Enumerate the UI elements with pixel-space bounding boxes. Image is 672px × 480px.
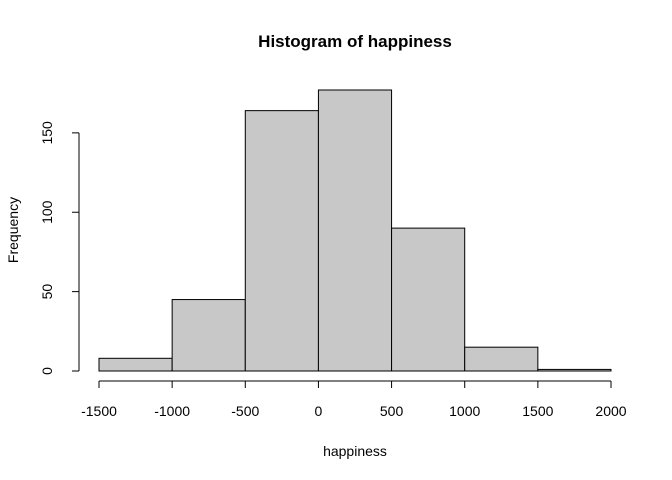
histogram-bar-2	[244, 110, 319, 372]
x-tick-label-5: 1000	[449, 403, 480, 419]
x-tick-label-2: -500	[231, 403, 259, 419]
x-tick-label-7: 2000	[595, 403, 626, 419]
y-tick-label-2: 100	[39, 200, 55, 224]
histogram-bar-4	[391, 227, 466, 372]
chart-title: Histogram of happiness	[258, 32, 452, 51]
y-tick-label-0: 0	[39, 367, 55, 375]
y-tick-label-3: 150	[39, 121, 55, 145]
x-ticks-group: -1500 -1000 -500 0 500 1000 1500 2000	[81, 381, 627, 419]
y-ticks-group: 0 50 100 150	[39, 121, 79, 375]
x-axis-label: happiness	[323, 443, 387, 459]
histogram-bar-5	[464, 346, 539, 372]
histogram-bar-3	[317, 89, 393, 372]
x-tick-label-3: 0	[315, 403, 323, 419]
histogram-bar-6	[537, 368, 612, 372]
x-tick-label-0: -1500	[81, 403, 117, 419]
bars-group	[98, 89, 612, 372]
histogram-bar-0	[98, 357, 173, 372]
histogram-bar-1	[171, 299, 246, 372]
x-tick-label-1: -1000	[154, 403, 190, 419]
x-tick-label-4: 500	[380, 403, 404, 419]
y-axis-label: Frequency	[5, 197, 21, 263]
y-tick-label-1: 50	[39, 284, 55, 300]
x-tick-label-6: 1500	[522, 403, 553, 419]
